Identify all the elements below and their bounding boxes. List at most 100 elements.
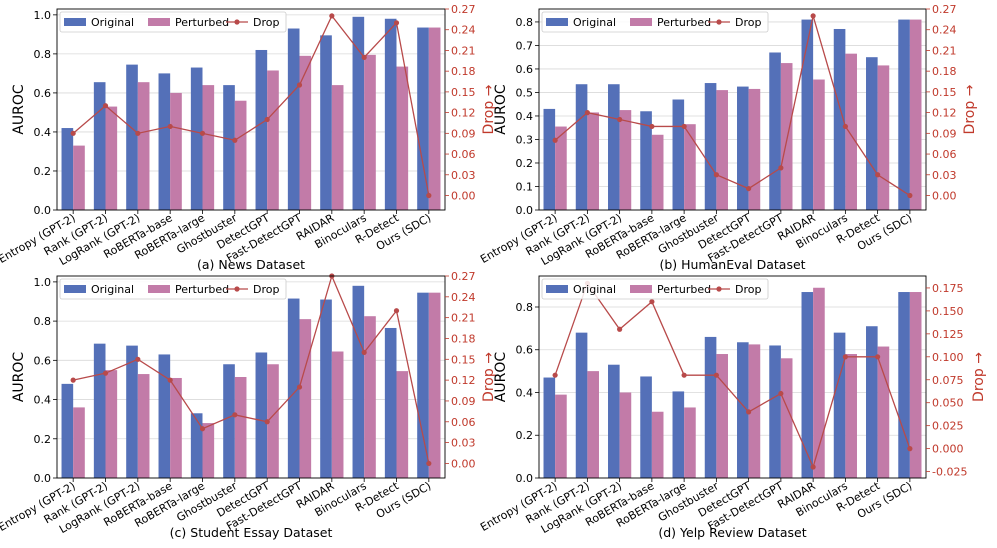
drop-point-1 bbox=[70, 130, 76, 136]
bar-perturbed-11 bbox=[877, 346, 890, 478]
bar-original-7 bbox=[255, 49, 268, 210]
bar-original-9 bbox=[320, 299, 332, 478]
drop-point-9 bbox=[810, 464, 816, 470]
bar-perturbed-4 bbox=[651, 411, 664, 478]
drop-point-3 bbox=[135, 130, 141, 136]
bar-original-9 bbox=[801, 292, 814, 478]
y2-axis-label: Drop → bbox=[971, 352, 987, 402]
bar-perturbed-4 bbox=[170, 92, 182, 210]
bar-original-5 bbox=[672, 391, 685, 478]
legend-swatch-original bbox=[546, 285, 568, 293]
y2-tick-label: 0.100 bbox=[932, 351, 964, 364]
y2-tick-label: 0.00 bbox=[451, 189, 476, 202]
y-tick-label: 0.8 bbox=[516, 16, 534, 29]
bar-original-8 bbox=[769, 345, 781, 478]
bar-perturbed-3 bbox=[619, 110, 632, 210]
drop-point-12 bbox=[907, 446, 913, 452]
legend-swatch-perturbed bbox=[148, 285, 170, 293]
drop-point-5 bbox=[681, 123, 687, 130]
bar-perturbed-3 bbox=[619, 392, 632, 478]
y2-tick-label: 0.21 bbox=[451, 44, 476, 57]
drop-point-12 bbox=[426, 192, 432, 199]
drop-point-8 bbox=[296, 384, 303, 390]
panel-title: (b) HumanEval Dataset bbox=[659, 257, 805, 272]
bar-original-7 bbox=[737, 342, 749, 478]
drop-point-11 bbox=[875, 354, 881, 360]
y-tick-label: 0.2 bbox=[34, 433, 52, 446]
drop-point-1 bbox=[70, 377, 76, 383]
bar-original-2 bbox=[93, 343, 106, 478]
y-tick-label: 0.4 bbox=[34, 126, 52, 139]
y-tick-label: 0.1 bbox=[516, 180, 534, 193]
bar-perturbed-7 bbox=[267, 70, 279, 210]
drop-point-7 bbox=[264, 419, 270, 425]
y2-tick-label: 0.18 bbox=[451, 65, 476, 78]
bar-perturbed-6 bbox=[716, 354, 728, 478]
y2-tick-label: 0.09 bbox=[451, 127, 476, 140]
legend-marker-drop bbox=[716, 19, 722, 25]
bar-perturbed-3 bbox=[137, 82, 150, 210]
bar-original-3 bbox=[608, 84, 620, 210]
drop-point-1 bbox=[552, 372, 558, 378]
y-axis-label: AUROC bbox=[11, 84, 27, 135]
plot-frame bbox=[56, 275, 446, 479]
y-axis-label: AUROC bbox=[493, 352, 509, 403]
legend-label-original: Original bbox=[91, 16, 134, 29]
y-tick-label: 0.7 bbox=[516, 39, 534, 52]
bar-perturbed-2 bbox=[105, 106, 118, 210]
bar-perturbed-9 bbox=[813, 79, 825, 211]
bar-perturbed-10 bbox=[845, 53, 857, 210]
legend-label-drop: Drop bbox=[735, 16, 761, 29]
drop-point-8 bbox=[778, 390, 784, 397]
bar-perturbed-9 bbox=[813, 287, 825, 478]
drop-point-11 bbox=[875, 172, 881, 178]
bar-perturbed-12 bbox=[428, 292, 441, 478]
y2-tick-label: 0.125 bbox=[932, 328, 964, 341]
bar-original-6 bbox=[223, 85, 235, 210]
bar-original-8 bbox=[769, 52, 781, 210]
legend-swatch-original bbox=[64, 18, 86, 26]
bar-perturbed-7 bbox=[748, 88, 761, 210]
bar-perturbed-2 bbox=[105, 370, 118, 478]
drop-point-4 bbox=[649, 123, 655, 130]
y2-tick-label: 0.15 bbox=[932, 86, 957, 99]
y2-tick-label: 0.24 bbox=[932, 24, 957, 37]
drop-point-5 bbox=[199, 130, 206, 136]
drop-point-6 bbox=[713, 372, 719, 378]
y2-tick-label: 0.050 bbox=[932, 397, 964, 410]
bar-original-6 bbox=[223, 364, 235, 478]
bar-perturbed-8 bbox=[780, 63, 793, 210]
legend-marker-drop bbox=[234, 286, 240, 292]
y-tick-label: 0.6 bbox=[516, 63, 534, 76]
bar-original-2 bbox=[575, 332, 588, 478]
chart-panel-4: 0.0 0.2 0.4 0.6 0.8 -0.025 0.000 0.025 0.050 0.07… bbox=[478, 275, 987, 540]
legend-box bbox=[59, 278, 287, 300]
bar-perturbed-5 bbox=[684, 124, 696, 210]
chart-panel-1: 0.0 0.2 0.4 0.6 0.8 1.0 0.00 0.03 0.06 0.09 0.12 0.… bbox=[0, 3, 497, 272]
y2-tick-label: 0.24 bbox=[451, 24, 476, 37]
legend-label-original: Original bbox=[91, 283, 134, 296]
drop-point-3 bbox=[617, 326, 623, 332]
legend-box bbox=[541, 11, 769, 33]
y-axis-label: AUROC bbox=[11, 352, 27, 403]
plot-frame bbox=[538, 8, 927, 211]
legend-label-original: Original bbox=[573, 283, 616, 296]
drop-point-11 bbox=[393, 308, 400, 314]
drop-point-3 bbox=[135, 356, 141, 362]
bar-perturbed-12 bbox=[428, 27, 441, 211]
y-tick-label: 0.4 bbox=[516, 110, 534, 123]
drop-point-10 bbox=[842, 123, 848, 130]
bar-original-2 bbox=[575, 84, 588, 210]
drop-point-10 bbox=[361, 54, 367, 60]
drop-line bbox=[73, 274, 430, 464]
y2-axis-label: Drop → bbox=[481, 84, 497, 134]
drop-point-3 bbox=[617, 116, 623, 123]
bar-perturbed-4 bbox=[651, 134, 664, 210]
bar-original-3 bbox=[126, 64, 138, 210]
bar-original-12 bbox=[898, 19, 910, 210]
panel-title: (c) Student Essay Dataset bbox=[170, 525, 333, 540]
legend-swatch-perturbed bbox=[630, 18, 652, 26]
legend-swatch-original bbox=[64, 285, 86, 293]
y2-tick-label: 0.27 bbox=[451, 270, 476, 283]
drop-point-12 bbox=[907, 192, 913, 199]
